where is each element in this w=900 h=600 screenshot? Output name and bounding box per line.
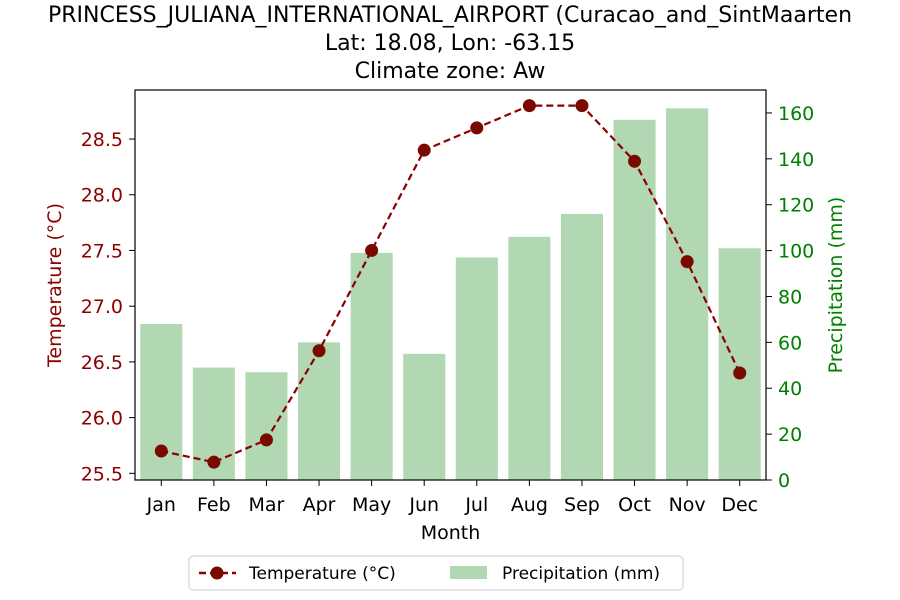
x-tick-label: Sep <box>564 494 600 516</box>
temperature-line <box>161 104 741 464</box>
y-right-tick-label: 140 <box>778 149 814 171</box>
temperature-point-aug <box>522 99 536 113</box>
y-right-tick-label: 60 <box>778 332 802 354</box>
y-left-tick-label: 27.0 <box>81 296 123 318</box>
x-tick-label: Nov <box>669 494 706 516</box>
x-tick-label: Jul <box>464 494 488 516</box>
temperature-line-group <box>154 99 747 469</box>
temperature-point-dec <box>733 366 747 380</box>
temperature-point-oct <box>628 154 642 168</box>
legend-temperature-marker-icon <box>210 566 224 580</box>
y-left-tick-label: 28.0 <box>81 185 123 207</box>
x-tick-label: Mar <box>249 494 285 516</box>
legend-precipitation-label: Precipitation (mm) <box>502 564 660 584</box>
precipitation-bar-apr <box>298 342 341 480</box>
y-right-tick-label: 160 <box>778 103 814 125</box>
x-tick-label: Dec <box>721 494 758 516</box>
precipitation-bar-nov <box>666 108 709 480</box>
x-tick-label: Aug <box>511 494 548 516</box>
precipitation-bar-jun <box>403 353 446 480</box>
y-left-tick-label: 26.0 <box>81 408 123 430</box>
temperature-point-sep <box>575 99 589 113</box>
y-left-tick-label: 25.5 <box>81 463 123 485</box>
plot-frame <box>134 89 767 481</box>
precipitation-bar-dec <box>718 248 761 480</box>
precipitation-bar-aug <box>508 236 551 480</box>
temperature-point-feb <box>207 455 221 469</box>
legend-box <box>188 555 684 591</box>
legend: Temperature (°C) Precipitation (mm) <box>188 555 684 591</box>
y-right-tick-label: 20 <box>778 424 802 446</box>
precipitation-bars <box>140 108 761 480</box>
temperature-point-jul <box>470 121 484 135</box>
precipitation-bar-sep <box>560 213 603 480</box>
x-tick-label: Apr <box>303 494 336 516</box>
temperature-point-nov <box>680 255 694 269</box>
temperature-point-mar <box>259 433 273 447</box>
x-tick-label: May <box>352 494 391 516</box>
legend-precipitation-patch-icon <box>450 566 487 579</box>
precipitation-bar-oct <box>613 119 656 480</box>
precipitation-bar-mar <box>245 372 288 480</box>
precipitation-bar-may <box>350 252 393 480</box>
precipitation-bar-jul <box>455 257 498 480</box>
x-tick-label: Jan <box>146 494 176 516</box>
y-axis-right: 0 20 40 60 80 100 120 140 160 <box>766 103 814 492</box>
y-right-tick-label: 0 <box>778 470 790 492</box>
x-axis-label: Month <box>421 522 481 544</box>
chart-title-line-3: Climate zone: Aw <box>355 59 546 84</box>
temperature-point-jan <box>154 444 168 458</box>
x-axis: Jan Feb Mar Apr May Jun Jul Aug Sep Oct Nov Dec <box>146 480 758 516</box>
y-left-tick-label: 27.5 <box>81 240 123 262</box>
temperature-point-jun <box>417 143 431 157</box>
temperature-point-apr <box>312 344 326 358</box>
y-right-tick-label: 40 <box>778 378 802 400</box>
y-left-tick-label: 28.5 <box>81 129 123 151</box>
y-right-tick-label: 80 <box>778 286 802 308</box>
y-right-tick-label: 120 <box>778 195 814 217</box>
chart-title: PRINCESS_JULIANA_INTERNATIONAL_AIRPORT (… <box>48 3 852 84</box>
y-axis-left-label: Temperature (°C) <box>44 203 66 368</box>
temperature-point-may <box>365 243 379 257</box>
chart-title-line-2: Lat: 18.08, Lon: -63.15 <box>325 31 575 56</box>
chart-title-line-1: PRINCESS_JULIANA_INTERNATIONAL_AIRPORT (… <box>48 3 852 28</box>
x-tick-label: Jun <box>408 494 439 516</box>
legend-temperature-label: Temperature (°C) <box>248 564 396 584</box>
x-tick-label: Oct <box>618 494 651 516</box>
x-tick-label: Feb <box>197 494 231 516</box>
y-right-tick-label: 100 <box>778 241 814 263</box>
y-axis-left: 25.5 26.0 26.5 27.0 27.5 28.0 28.5 <box>81 129 135 485</box>
y-axis-right-label: Precipitation (mm) <box>825 197 847 374</box>
y-left-tick-label: 26.5 <box>81 352 123 374</box>
